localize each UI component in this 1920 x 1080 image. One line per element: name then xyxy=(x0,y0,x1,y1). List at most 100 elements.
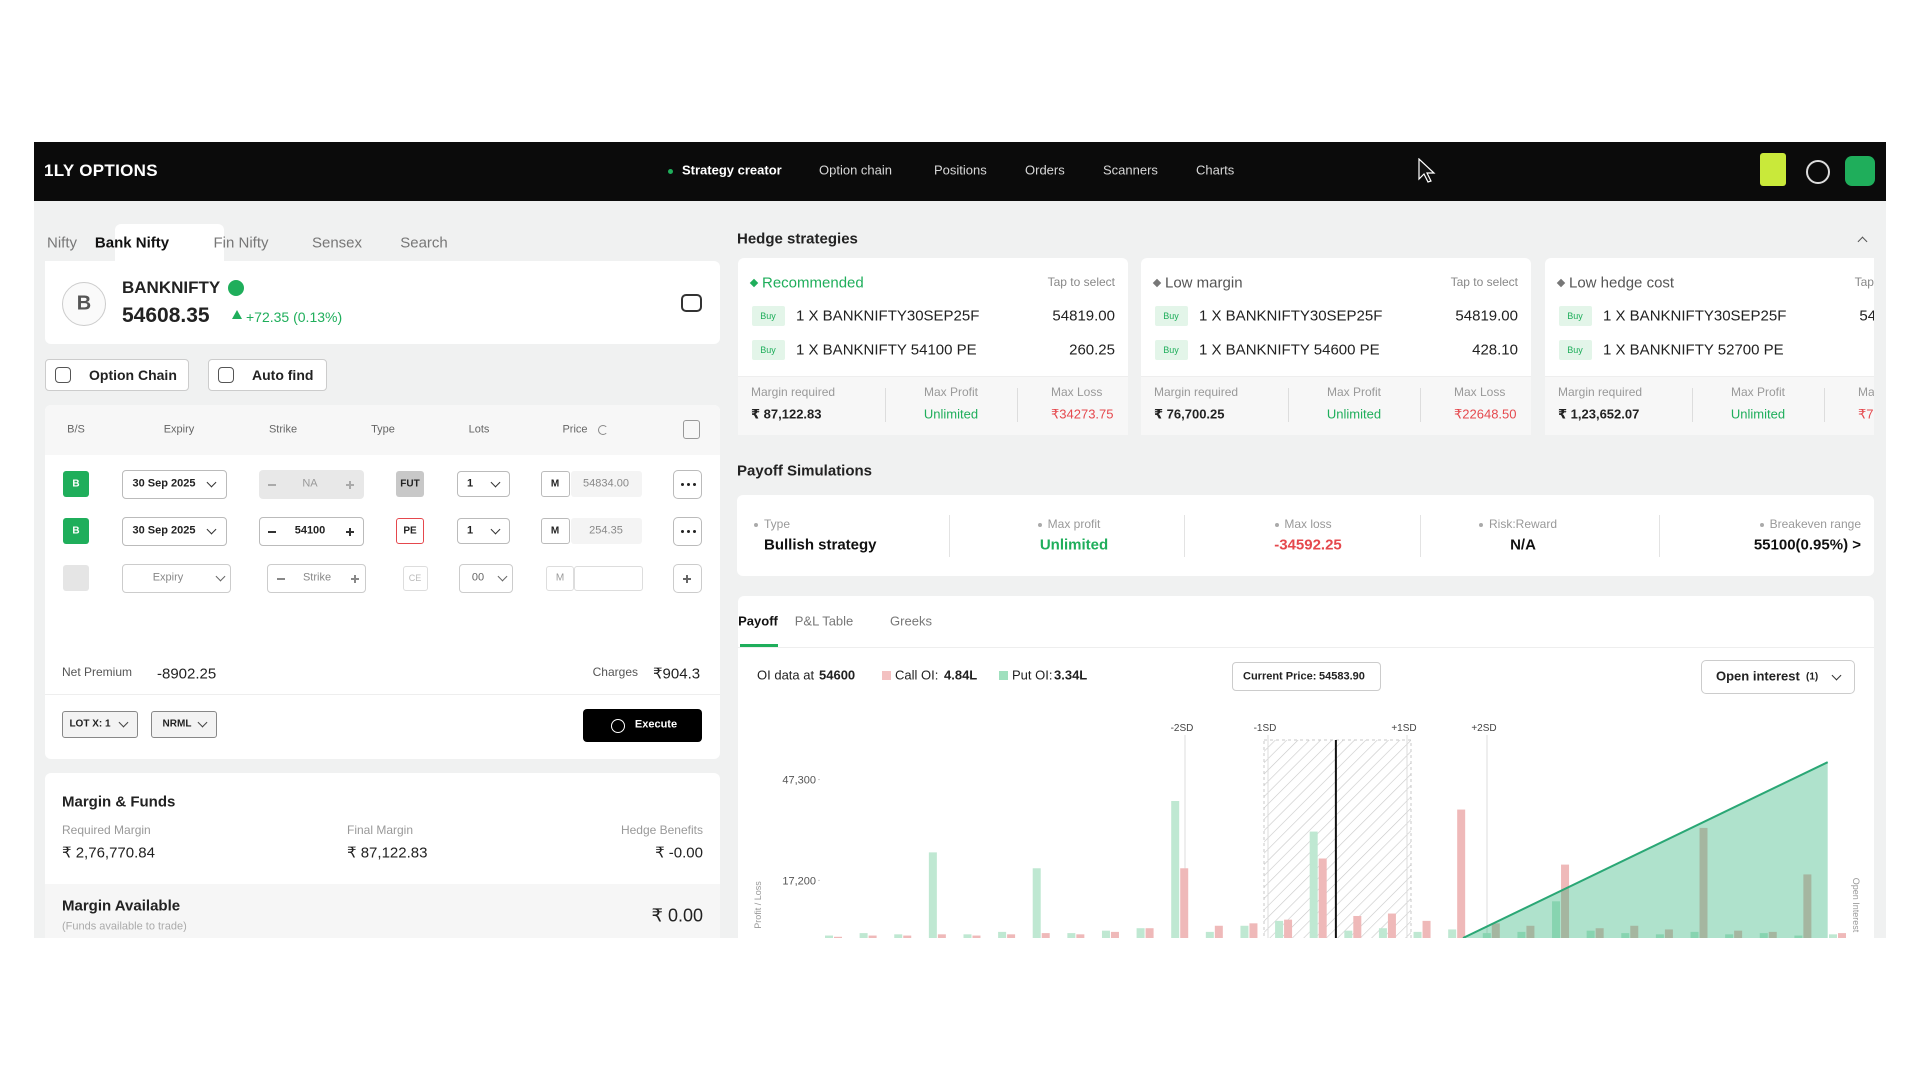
nav-item[interactable]: Scanners xyxy=(1103,162,1158,178)
lots: 00 xyxy=(471,571,485,584)
margin-available-band xyxy=(45,884,720,938)
nav-item[interactable]: Strategy creator xyxy=(682,162,782,178)
notes-icon[interactable] xyxy=(1760,153,1786,186)
sd-label: -1SD xyxy=(1254,723,1277,734)
max-loss: ₹22648.50 xyxy=(1454,406,1517,422)
lots-dropdown[interactable] xyxy=(459,564,513,593)
call-oi-bar xyxy=(1768,931,1777,938)
strategy-name: Low hedge cost xyxy=(1569,274,1675,292)
execute-label: Execute xyxy=(634,718,678,731)
more-button[interactable] xyxy=(673,470,702,499)
refresh-icon[interactable] xyxy=(598,425,608,435)
product-dropdown[interactable] xyxy=(151,711,217,738)
profile-icon[interactable] xyxy=(1845,156,1875,186)
put-oi-bar xyxy=(1621,933,1630,938)
order-type[interactable] xyxy=(541,518,570,544)
active-dot xyxy=(668,169,673,174)
margin-value: ₹ 2,76,770.84 xyxy=(62,844,155,862)
lots: 1 xyxy=(466,477,474,490)
plus-icon xyxy=(349,527,351,536)
put-oi-bar xyxy=(1275,920,1284,938)
stat-label: Max Loss xyxy=(1858,385,1874,400)
bullet-dot xyxy=(1037,523,1042,527)
max-profit: Unlimited xyxy=(923,406,979,422)
legend-swatch xyxy=(882,671,891,680)
more-button[interactable] xyxy=(673,517,702,546)
call-oi-bar xyxy=(1422,920,1431,938)
index-tab[interactable]: Bank Nifty xyxy=(94,234,170,252)
footer-divider xyxy=(1692,388,1693,422)
put-oi-bar xyxy=(1136,928,1145,938)
call-oi-bar xyxy=(1457,809,1466,938)
nav-item[interactable]: Charts xyxy=(1196,162,1235,178)
buy-badge xyxy=(752,306,785,326)
order-type[interactable] xyxy=(541,471,570,497)
strike: Strike xyxy=(302,571,332,584)
payoff-tab[interactable]: P&L Table xyxy=(794,613,854,629)
price-input[interactable] xyxy=(574,566,643,591)
column-header: Price xyxy=(562,423,588,436)
side-badge[interactable] xyxy=(63,471,89,497)
tab-underline xyxy=(740,644,778,647)
call-oi-bar xyxy=(1561,864,1570,938)
basket-icon[interactable] xyxy=(681,294,702,312)
side-label: B xyxy=(72,478,80,490)
leg-price: 54819.00 xyxy=(1052,307,1115,325)
lots-dropdown[interactable] xyxy=(457,471,510,497)
call-oi-bar xyxy=(1699,827,1708,938)
section-title: Hedge strategies xyxy=(737,230,858,248)
put-oi: 3.34L xyxy=(1054,667,1088,683)
sim-label: Type xyxy=(764,517,791,532)
strike: NA xyxy=(302,477,318,490)
call-oi-bar xyxy=(1664,929,1673,938)
put-oi-bar xyxy=(1655,934,1664,938)
delete-icon[interactable] xyxy=(683,420,700,439)
bullet-dot xyxy=(754,523,758,527)
separator xyxy=(1659,515,1660,557)
stat-label: Max Profit xyxy=(923,385,979,400)
put-oi-bar xyxy=(1690,931,1699,938)
lot-dropdown[interactable] xyxy=(62,711,138,738)
call-oi-bar xyxy=(1145,928,1154,938)
side-badge[interactable] xyxy=(63,565,89,591)
payoff-tab[interactable]: Payoff xyxy=(738,613,778,629)
buy-badge xyxy=(1559,306,1592,326)
payoff-tab[interactable]: Greeks xyxy=(890,613,932,629)
expiry-dropdown[interactable] xyxy=(122,517,227,546)
order-type[interactable] xyxy=(546,566,574,591)
verified-icon xyxy=(228,280,244,296)
index-tab[interactable]: Nifty xyxy=(47,234,77,252)
put-oi-bar xyxy=(1829,934,1837,938)
expiry-dropdown[interactable] xyxy=(122,564,231,593)
execute-button[interactable] xyxy=(583,709,702,742)
sim-value: Bullish strategy xyxy=(764,536,877,554)
index-tab[interactable]: Search xyxy=(400,234,448,252)
action-button[interactable] xyxy=(208,359,327,391)
side: Buy xyxy=(760,310,776,321)
lot-multiplier: LOT X: 1 xyxy=(69,718,111,730)
side-badge[interactable] xyxy=(63,518,89,544)
sim-value: -34592.25 xyxy=(1274,536,1342,554)
price-change: +72.35 (0.13%) xyxy=(246,308,343,325)
index-tab[interactable]: Sensex xyxy=(311,234,363,252)
instrument-card xyxy=(45,261,720,344)
timer-icon[interactable] xyxy=(1806,160,1830,184)
call-oi-bar xyxy=(1734,930,1743,938)
note: (Funds available to trade) xyxy=(62,920,187,933)
expiry-dropdown[interactable] xyxy=(122,470,227,499)
open-interest-dropdown[interactable] xyxy=(1701,660,1855,694)
lots-dropdown[interactable] xyxy=(457,518,510,544)
index-tab[interactable]: Fin Nifty xyxy=(213,234,269,252)
add-button[interactable] xyxy=(673,564,702,593)
nav-item[interactable]: Orders xyxy=(1025,162,1065,178)
side: Buy xyxy=(760,344,776,355)
active-tab xyxy=(115,224,224,262)
put-oi-bar xyxy=(859,933,868,938)
margin-label: Required Margin xyxy=(62,823,151,838)
action-button[interactable] xyxy=(45,359,189,391)
call-oi-bar xyxy=(1249,923,1258,938)
stat-label: Max Profit xyxy=(1730,385,1786,400)
nav-item[interactable]: Option chain xyxy=(819,162,892,178)
nav-item[interactable]: Positions xyxy=(934,162,987,178)
type-badge[interactable] xyxy=(403,566,428,591)
